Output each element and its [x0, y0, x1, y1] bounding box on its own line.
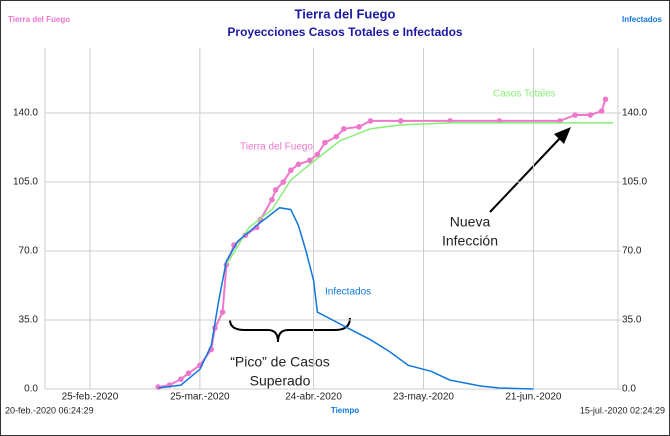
point: [314, 151, 321, 158]
y-tick-label: 140.0: [13, 108, 38, 119]
point: [295, 161, 302, 168]
x-end-label: 15-jul.-2020 02:24:29: [580, 405, 665, 415]
y2-tick-label: 0.0: [622, 384, 636, 395]
y-tick-label: 0.0: [24, 384, 38, 395]
x-tick-label: 25-feb.-2020: [62, 392, 119, 403]
point: [572, 112, 578, 118]
x-tick-label: 21-jun.-2020: [505, 392, 562, 403]
annotation: “Pico” de Casos: [230, 354, 330, 370]
y-axis-label: Tierra del Fuego: [8, 15, 70, 24]
point: [322, 139, 328, 146]
y-tick-label: 105.0: [13, 177, 38, 188]
y2-axis-label: Infectados: [622, 15, 663, 24]
y-tick-label: 70.0: [19, 246, 39, 257]
point: [587, 112, 594, 118]
point: [356, 124, 362, 130]
point: [602, 96, 609, 103]
point: [272, 187, 279, 193]
x-tick-label: 25-mar.-2020: [170, 392, 230, 403]
point: [219, 309, 226, 315]
y2-tick-label: 105.0: [622, 177, 647, 188]
annotation: Nueva: [450, 214, 491, 230]
point: [288, 167, 294, 174]
point: [598, 108, 605, 114]
x-axis-label: Tiempo: [331, 406, 359, 415]
brace: [229, 317, 351, 343]
series-line: [225, 122, 613, 266]
point: [333, 133, 340, 140]
arrow: [489, 135, 563, 213]
series-label: Casos Totales: [493, 89, 556, 100]
series-label: Infectados: [325, 287, 371, 298]
y-tick-label: 35.0: [19, 315, 39, 326]
x-start-label: 20-feb.-2020 06:24:29: [5, 405, 94, 415]
chart-title: Tierra del Fuego: [295, 6, 396, 21]
x-tick-label: 23-may.-2020: [393, 392, 454, 403]
y2-tick-label: 35.0: [622, 315, 642, 326]
series-label: Tierra del Fuego: [240, 142, 313, 153]
x-tick-label: 24-abr.-2020: [285, 392, 342, 403]
point: [397, 118, 404, 124]
point: [185, 370, 192, 377]
point: [280, 179, 287, 185]
point: [178, 376, 184, 382]
point: [367, 118, 374, 124]
point: [341, 126, 347, 132]
chart-subtitle: Proyecciones Casos Totales e Infectados: [227, 25, 463, 39]
annotation: Superado: [250, 373, 311, 389]
point: [306, 157, 313, 164]
point: [269, 196, 275, 203]
y2-tick-label: 70.0: [622, 246, 642, 257]
annotation: Infección: [442, 233, 498, 249]
arrow-head: [554, 127, 571, 144]
series-line: [158, 206, 534, 390]
y2-tick-label: 140.0: [622, 108, 647, 119]
